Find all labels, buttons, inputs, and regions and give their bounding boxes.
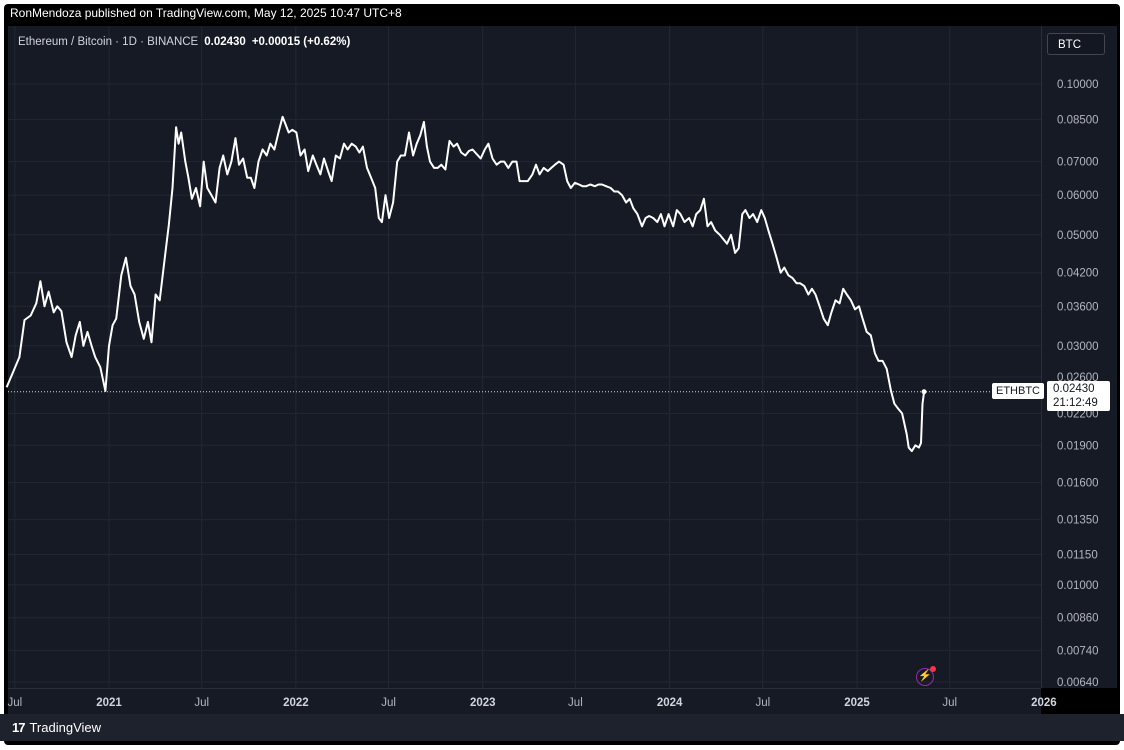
x-tick-label: 2022 bbox=[283, 697, 309, 709]
y-tick-label: 0.10000 bbox=[1057, 79, 1099, 91]
y-tick-label: 0.03000 bbox=[1057, 341, 1099, 353]
y-tick-label: 0.00740 bbox=[1057, 645, 1099, 657]
y-tick-label: 0.00640 bbox=[1057, 677, 1099, 689]
last-price-label: 0.02430 21:12:49 bbox=[1047, 381, 1110, 411]
y-tick-label: 0.06000 bbox=[1057, 190, 1099, 202]
y-tick-label: 0.01150 bbox=[1057, 550, 1098, 562]
y-tick-label: 0.01900 bbox=[1057, 440, 1099, 452]
x-tick-label: Jul bbox=[942, 697, 957, 709]
x-tick-label: Jul bbox=[755, 697, 770, 709]
x-tick-label: Jul bbox=[381, 697, 396, 709]
symbol-change: +0.00015 (+0.62%) bbox=[251, 36, 351, 48]
y-tick-label: 0.08500 bbox=[1057, 114, 1099, 126]
time-axis[interactable] bbox=[8, 688, 1041, 715]
y-tick-label: 0.05000 bbox=[1057, 230, 1099, 242]
notification-dot bbox=[930, 666, 936, 672]
x-tick-label: Jul bbox=[194, 697, 209, 709]
symbol-price: 0.02430 bbox=[204, 36, 246, 48]
y-tick-label: 0.01600 bbox=[1057, 478, 1099, 490]
x-tick-label: 2026 bbox=[1031, 697, 1057, 709]
last-point-marker bbox=[921, 389, 927, 395]
x-tick-label: 2023 bbox=[470, 697, 496, 709]
publish-header: RonMendoza published on TradingView.com,… bbox=[10, 6, 402, 20]
price-axis[interactable] bbox=[1041, 26, 1117, 688]
x-tick-label: 2025 bbox=[844, 697, 870, 709]
last-price-value: 0.02430 bbox=[1053, 383, 1095, 395]
y-tick-label: 0.03600 bbox=[1057, 301, 1099, 313]
y-tick-label: 0.07000 bbox=[1057, 157, 1099, 169]
symbol-price-tag: ETHBTC bbox=[992, 383, 1044, 399]
lightning-icon[interactable]: ⚡ bbox=[916, 666, 936, 686]
symbol-legend: Ethereum / Bitcoin · 1D · BINANCE 0.02430… bbox=[18, 36, 350, 48]
brand-name: TradingView bbox=[29, 720, 102, 735]
y-tick-label: 0.00860 bbox=[1057, 613, 1099, 625]
y-tick-label: 0.01000 bbox=[1057, 580, 1099, 592]
x-tick-label: 2021 bbox=[96, 697, 122, 709]
bar-countdown: 21:12:49 bbox=[1053, 397, 1098, 409]
tradingview-logo[interactable]: 17 TradingView bbox=[12, 720, 101, 735]
series-line-ethbtc bbox=[5, 115, 926, 453]
y-tick-label: 0.02200 bbox=[1057, 408, 1099, 420]
x-tick-label: 2024 bbox=[657, 697, 683, 709]
y-tick-label: 0.04200 bbox=[1057, 268, 1099, 280]
tradingview-mark-icon: 17 bbox=[12, 720, 26, 735]
x-tick-label: Jul bbox=[568, 697, 583, 709]
footer-bar bbox=[0, 714, 1124, 741]
symbol-title: Ethereum / Bitcoin · 1D · BINANCE bbox=[18, 36, 199, 48]
currency-button[interactable]: BTC bbox=[1047, 33, 1105, 55]
y-tick-label: 0.01350 bbox=[1057, 515, 1099, 527]
x-tick-label: Jul bbox=[7, 697, 22, 709]
